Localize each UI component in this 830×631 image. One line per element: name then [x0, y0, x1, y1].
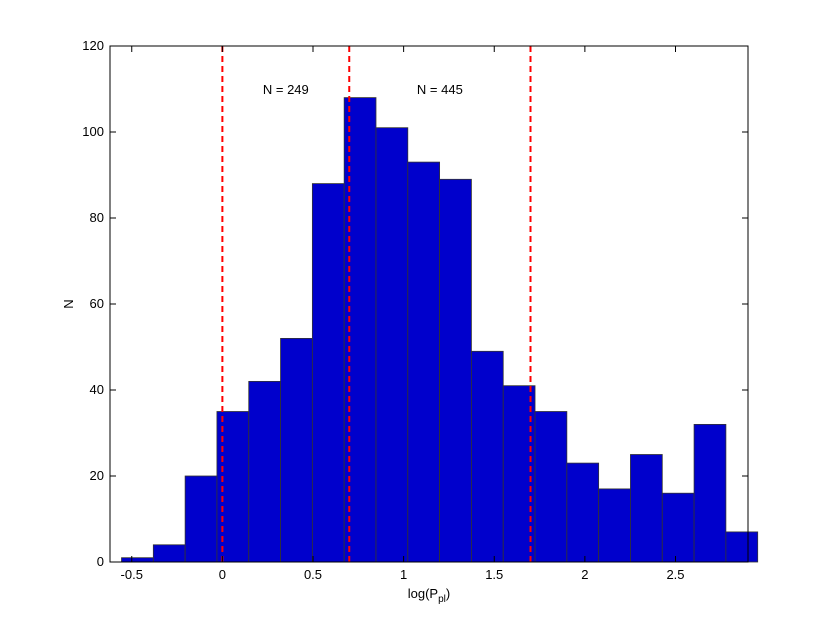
- histogram-bar: [439, 178, 472, 563]
- x-tick-label: 1.5: [485, 567, 503, 582]
- histogram-bar: [693, 423, 727, 563]
- threshold-lines: [221, 46, 532, 562]
- histogram-bar: [121, 557, 154, 563]
- histogram-bar: [184, 475, 218, 563]
- x-axis-label-subscript: pl: [438, 594, 446, 605]
- histogram-bar: [502, 385, 536, 563]
- histogram-bar: [152, 544, 186, 563]
- y-tick-label: 20: [90, 468, 104, 483]
- y-tick-label: 100: [82, 124, 104, 139]
- histogram-bar: [311, 183, 345, 563]
- histogram-bar: [248, 380, 281, 563]
- histogram-bar: [534, 411, 568, 563]
- y-tick-label: 80: [90, 210, 104, 225]
- x-axis-label: log(Ppl): [408, 586, 451, 605]
- y-axis-ticks: 0 20 40 60 80 100 120: [82, 38, 748, 569]
- x-tick-label: 2: [581, 567, 588, 582]
- histogram-bar: [471, 350, 504, 563]
- count-annotation: N = 249: [263, 82, 309, 97]
- histogram-bar: [407, 161, 441, 563]
- x-tick-label: 0: [219, 567, 226, 582]
- y-tick-label: 40: [90, 382, 104, 397]
- histogram-bar: [630, 454, 663, 563]
- annotations: N = 249 N = 445: [263, 82, 463, 97]
- bars-group: [121, 97, 759, 563]
- histogram-bar: [375, 127, 409, 563]
- y-tick-label: 60: [90, 296, 104, 311]
- y-tick-label: 120: [82, 38, 104, 53]
- histogram-bar: [725, 531, 759, 563]
- x-tick-label: 2.5: [666, 567, 684, 582]
- x-axis-label-close: ): [446, 586, 450, 601]
- histogram-bar: [661, 492, 695, 563]
- y-axis-label: N: [61, 299, 76, 308]
- y-tick-label: 0: [97, 554, 104, 569]
- x-tick-label: -0.5: [121, 567, 143, 582]
- count-annotation: N = 445: [417, 82, 463, 97]
- x-tick-label: 0.5: [304, 567, 322, 582]
- x-axis-label-main: log(P: [408, 586, 438, 601]
- histogram-bar: [280, 337, 313, 563]
- x-axis-ticks: -0.5 0 0.5 1 1.5 2 2.5: [121, 46, 685, 582]
- histogram-bar: [598, 488, 631, 563]
- histogram-bar: [566, 462, 600, 563]
- x-tick-label: 1: [400, 567, 407, 582]
